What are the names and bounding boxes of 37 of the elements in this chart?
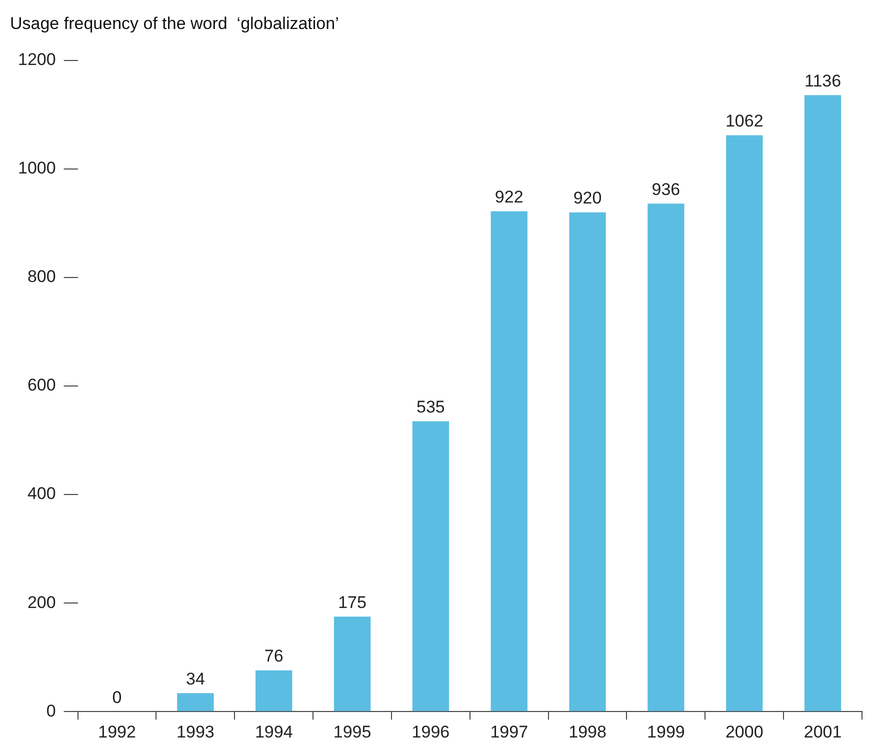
data-label: 1062 (725, 111, 764, 130)
data-label: 920 (573, 188, 602, 208)
x-tick-label: 1998 (568, 722, 606, 742)
y-tick-label: 1000 (18, 158, 56, 178)
data-label: 0 (112, 688, 122, 707)
y-tick-label: 0 (46, 701, 56, 720)
data-label: 34 (186, 669, 205, 688)
x-tick-label: 2001 (804, 722, 842, 742)
y-tick-label: 600 (27, 376, 56, 395)
bar (648, 204, 684, 712)
bar (490, 211, 528, 712)
x-tick-label: 1992 (98, 722, 136, 742)
x-tick-label: 2000 (725, 722, 764, 742)
y-tick-label: 1200 (18, 50, 56, 70)
y-tick-label: 800 (27, 267, 56, 286)
data-label: 535 (416, 397, 445, 416)
bar (177, 693, 214, 712)
data-label: 175 (338, 592, 366, 612)
y-tick-label: 200 (27, 592, 56, 612)
x-tick-label: 1994 (254, 722, 293, 742)
chart-title: Usage frequency of the word ‘globalization’ (10, 14, 339, 33)
x-tick-label: 1999 (647, 722, 685, 742)
x-tick-label: 1995 (333, 722, 372, 742)
bar (334, 616, 371, 712)
bar (726, 135, 763, 712)
bar (569, 212, 606, 712)
bar (804, 95, 842, 712)
x-tick-label: 1993 (176, 722, 214, 742)
x-tick-label: 1996 (412, 722, 450, 742)
data-label: 76 (264, 646, 284, 666)
bar (256, 670, 292, 712)
x-tick-label: 1997 (490, 722, 528, 742)
bar (412, 421, 450, 712)
data-label: 936 (652, 180, 680, 199)
y-tick-label: 400 (27, 484, 56, 504)
data-label: 922 (494, 187, 524, 206)
data-label: 1136 (804, 71, 842, 90)
